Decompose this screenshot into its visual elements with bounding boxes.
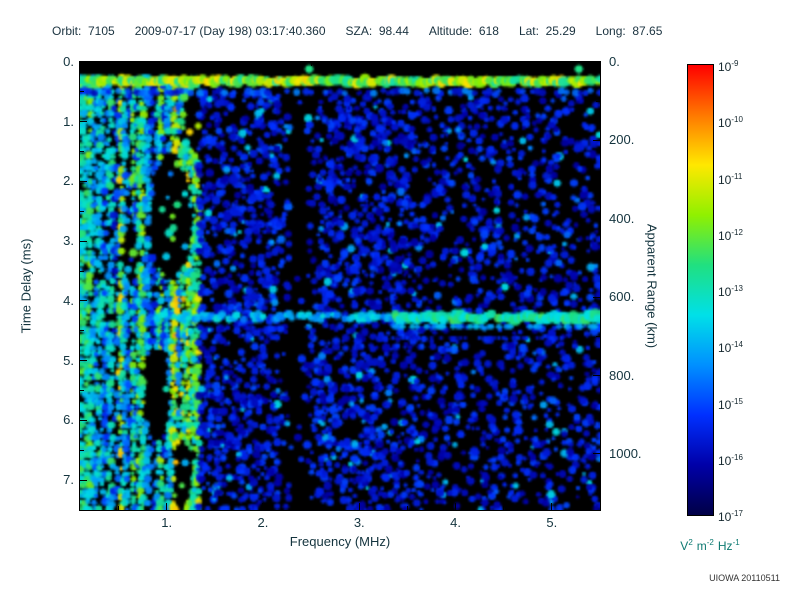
y2-tick-label: 0. [609, 54, 620, 69]
y-tick-label: 4. [63, 292, 74, 308]
y2-minor-tick [596, 335, 600, 337]
x-tick-mark [262, 503, 264, 510]
y2-tick-mark [593, 453, 600, 455]
header-field: Lat: 25.29 [518, 24, 576, 38]
colorbar-tick-label: 10-17 [718, 509, 743, 524]
x-minor-tick [118, 62, 120, 66]
x-axis-title: Frequency (MHz) [289, 534, 391, 549]
y-tick-mark [80, 300, 87, 302]
y-tick-label: 5. [63, 352, 74, 368]
y2-minor-tick [596, 492, 600, 494]
x-minor-tick [214, 62, 216, 66]
y-tick-label: 3. [63, 233, 74, 249]
x-tick-mark [358, 503, 360, 510]
y2-minor-tick [596, 257, 600, 259]
y2-tick-label: 600. [609, 289, 635, 305]
x-tick-mark [166, 62, 168, 69]
y-tick-label: 2. [63, 173, 74, 189]
y-tick-mark [80, 121, 87, 123]
colorbar [687, 64, 714, 516]
colorbar-tick-label: 10-9 [718, 59, 739, 74]
spectrogram-canvas [80, 62, 600, 510]
unit-part: Hz-1 [717, 538, 740, 553]
x-tick-mark [551, 503, 553, 510]
y-tick-mark [80, 240, 87, 242]
y2-tick-mark [593, 61, 600, 63]
y-tick-label: 0. [63, 54, 74, 69]
x-tick-mark [358, 62, 360, 69]
x-minor-tick [406, 62, 408, 66]
x-tick-label: 2. [257, 515, 269, 530]
unit-part: V2 [680, 538, 693, 553]
y-minor-tick [80, 449, 84, 451]
y-tick-label: 7. [63, 472, 74, 488]
header-field: Orbit: 7105 [52, 24, 115, 38]
y2-tick-label: 800. [609, 367, 635, 383]
colorbar-tick-label: 10-13 [718, 284, 743, 299]
y-minor-tick [80, 91, 84, 93]
header-field: Altitude: 618 [428, 24, 499, 38]
colorbar-unit-label: V2 m-2 Hz-1 [650, 538, 770, 553]
x-minor-tick [310, 62, 312, 66]
x-tick-mark [455, 62, 457, 69]
x-minor-tick [503, 506, 505, 510]
x-tick-label: 4. [450, 515, 461, 530]
y-minor-tick [80, 210, 84, 212]
y-minor-tick [80, 270, 84, 272]
y-minor-tick [80, 330, 84, 332]
x-minor-tick [214, 506, 216, 510]
y2-tick-mark [593, 296, 600, 298]
y2-minor-tick [596, 179, 600, 181]
header-info-line: Orbit: 7105 2009-07-17 (Day 198) 03:17:40… [52, 24, 794, 38]
colorbar-tick-label: 10-10 [718, 115, 743, 131]
x-tick-mark [166, 503, 168, 510]
y2-minor-tick [596, 100, 600, 102]
y-tick-mark [80, 180, 87, 182]
x-minor-tick [503, 62, 505, 66]
y-tick-mark [80, 360, 87, 362]
header-field: SZA: 98.44 [345, 24, 409, 38]
x-tick-mark [262, 62, 264, 69]
y-tick-mark [80, 61, 87, 63]
x-tick-mark [551, 62, 553, 69]
y-minor-tick [80, 151, 84, 153]
y2-minor-tick [596, 414, 600, 416]
y2-tick-label: 200. [609, 132, 635, 148]
x-minor-tick [310, 506, 312, 510]
colorbar-tick-label: 10-11 [718, 171, 743, 187]
y2-tick-mark [593, 218, 600, 220]
y2-tick-label: 1000. [609, 445, 642, 461]
y2-tick-mark [593, 375, 600, 377]
x-tick-mark [455, 503, 457, 510]
y2-tick-label: 400. [609, 210, 635, 226]
y-tick-label: 1. [63, 113, 74, 129]
y-minor-tick [80, 390, 84, 392]
colorbar-tick-label: 10-14 [718, 340, 743, 356]
y-tick-mark [80, 479, 87, 481]
credit-text: UIOWA 20110511 [709, 573, 780, 583]
y-tick-label: 6. [63, 412, 74, 428]
colorbar-tick-label: 10-16 [718, 452, 743, 468]
x-tick-label: 1. [161, 515, 173, 530]
colorbar-tick-label: 10-12 [718, 227, 743, 243]
y-tick-mark [80, 419, 87, 421]
unit-part: m-2 [696, 538, 714, 553]
plot-frame [79, 61, 601, 511]
x-tick-label: 3. [353, 515, 365, 530]
colorbar-tick-label: 10-15 [718, 396, 743, 412]
header-field: Long: 87.65 [595, 24, 663, 38]
header-field: 2009-07-17 (Day 198) 03:17:40.360 [134, 24, 326, 38]
x-minor-tick [118, 506, 120, 510]
y2-tick-mark [593, 139, 600, 141]
x-tick-label: 5. [546, 515, 558, 530]
x-minor-tick [406, 506, 408, 510]
